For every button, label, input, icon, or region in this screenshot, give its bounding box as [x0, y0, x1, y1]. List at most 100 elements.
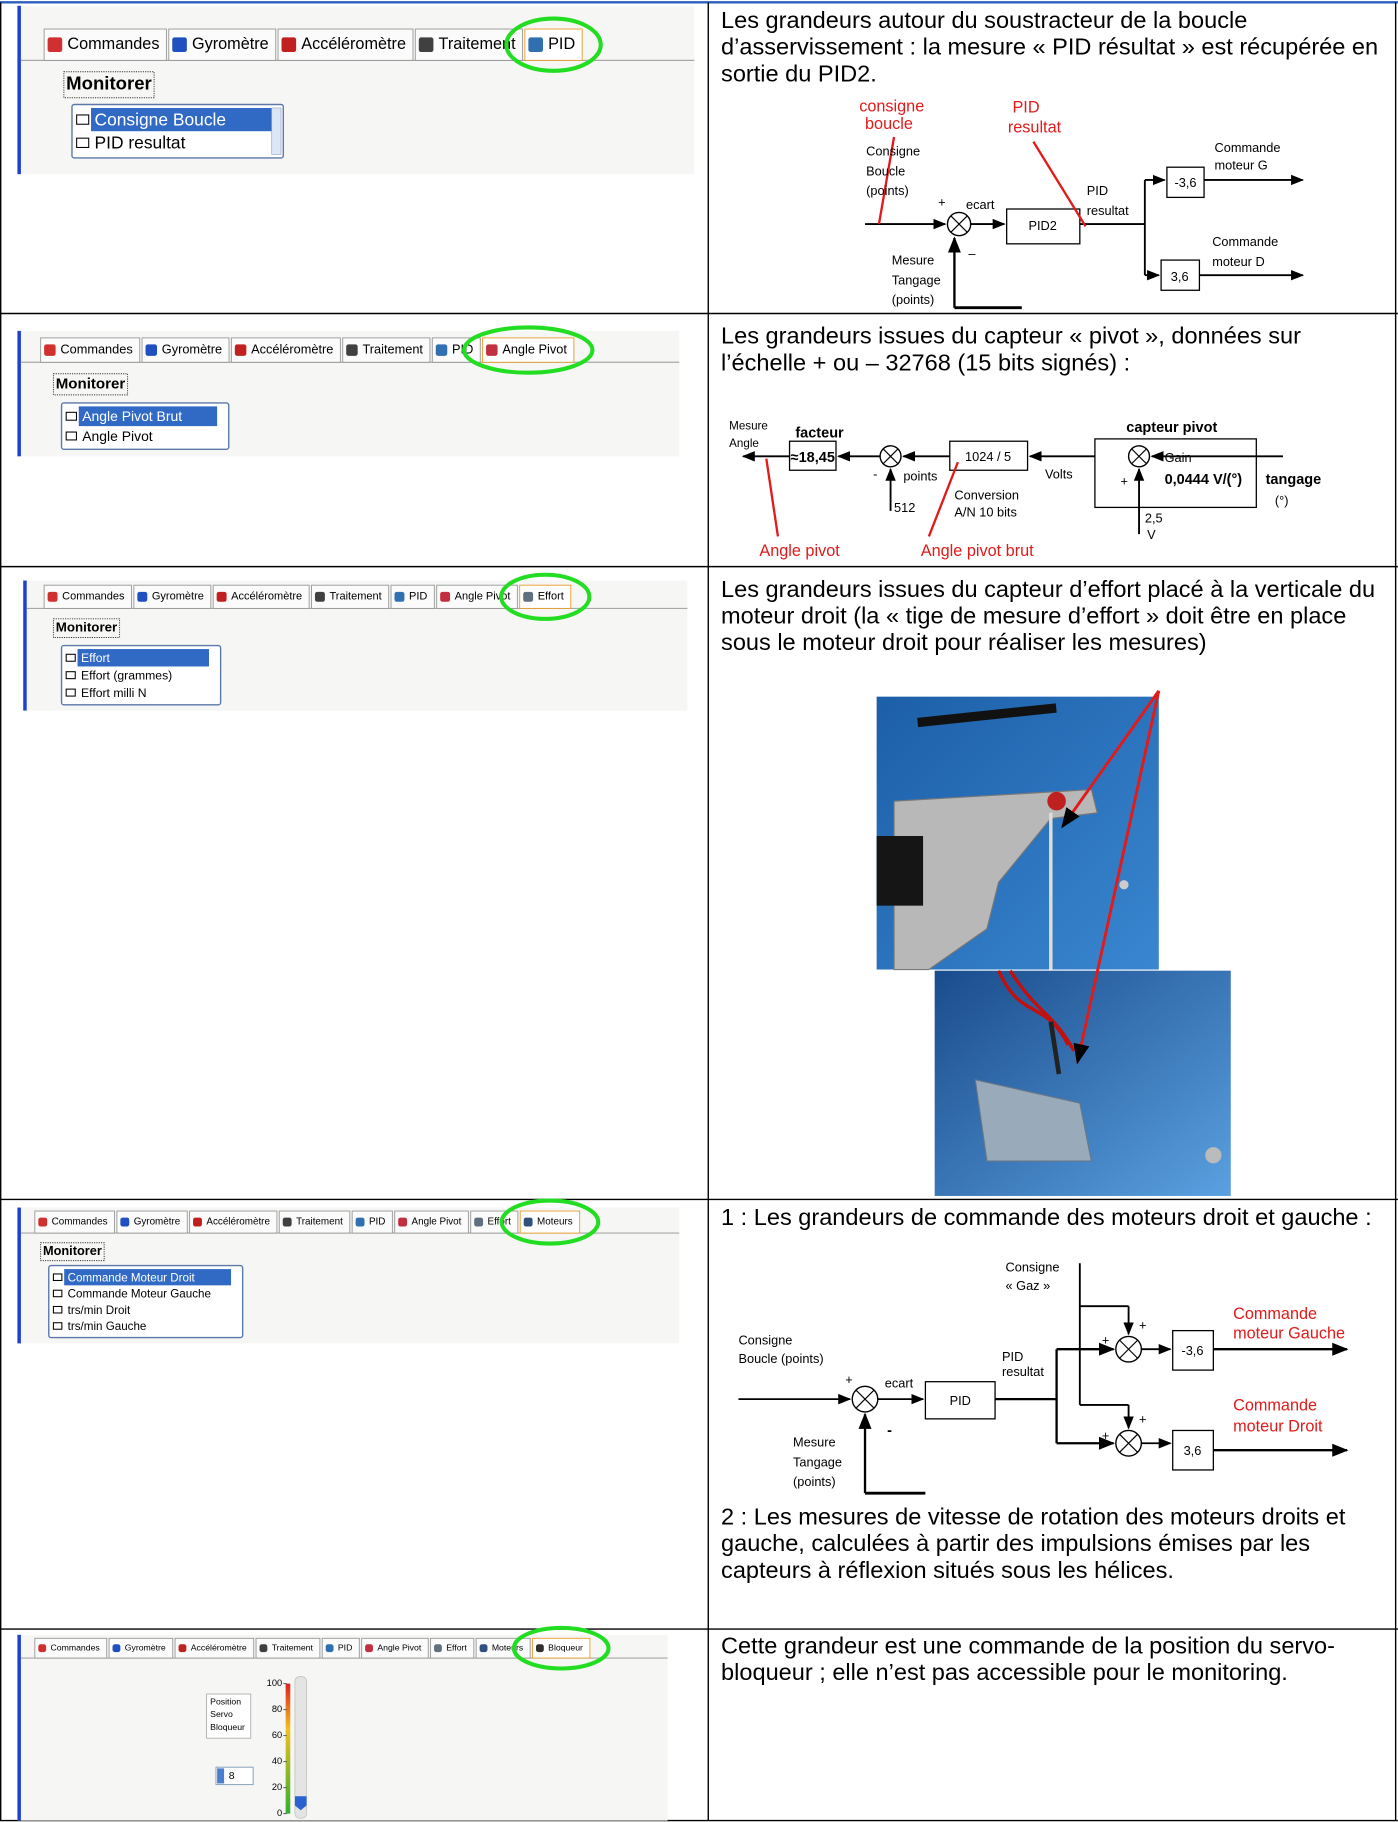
tab-icon	[365, 1644, 373, 1653]
diagram-label: +	[1102, 1428, 1109, 1443]
diagram-label: consigne	[859, 97, 924, 115]
tab-label: Accéléromètre	[251, 341, 333, 356]
slider-tick-label: 60	[272, 1730, 282, 1740]
tab: PID	[431, 337, 481, 363]
diagram-label: capteur pivot	[1126, 420, 1217, 436]
diagram-label: resultat	[1008, 118, 1062, 136]
tab-box	[255, 1637, 321, 1659]
block	[788, 440, 837, 471]
tab: Bloqueur	[511, 1625, 611, 1671]
diagram-label: PID	[1087, 183, 1108, 198]
tab-icon	[434, 1644, 442, 1653]
diagram-label: tangage	[1266, 472, 1322, 488]
spinner-value: 8	[229, 1771, 235, 1782]
diagram-label: 2,5	[1145, 510, 1163, 525]
diagram-label: Angle pivot brut	[921, 542, 1034, 560]
tab-label: Gyromètre	[125, 1642, 166, 1652]
window-edge	[17, 1634, 21, 1821]
row-text: 2 : Les mesures de vitesse de rotation d…	[721, 1504, 1346, 1584]
diagram-label: Angle	[729, 437, 759, 450]
screenshot-bg	[17, 1634, 668, 1821]
diagram-label: ≈18,45	[791, 450, 835, 466]
tab-label: Traitement	[296, 1217, 343, 1228]
tab-box	[519, 584, 572, 609]
item-checkbox	[65, 411, 77, 421]
slider-thumb	[294, 1796, 307, 1811]
focus-outline	[40, 1242, 105, 1262]
tab-icon	[38, 1644, 47, 1653]
tab: Gyromètre	[108, 1637, 174, 1659]
tab-box	[482, 337, 575, 363]
tab-box	[43, 584, 133, 609]
diagram-label: facteur	[795, 426, 844, 442]
junction-cross	[855, 1389, 875, 1409]
diagram-label: 3,6	[1171, 269, 1189, 284]
diagram-label: resultat	[1002, 1364, 1044, 1379]
tab-icon	[474, 1217, 484, 1227]
diagram-label: Mesure	[729, 420, 768, 433]
block	[1172, 1429, 1214, 1471]
diagram-label: V	[1147, 527, 1156, 542]
tab-label: Traitement	[362, 341, 423, 356]
block	[1006, 208, 1081, 245]
tab-label: Bloqueur	[548, 1642, 583, 1652]
tab-label: Angle Pivot	[377, 1642, 422, 1652]
block	[1160, 259, 1201, 291]
tab: Commandes	[43, 584, 133, 609]
row-text: Les grandeurs issues du capteur « pivot …	[721, 323, 1301, 377]
tab-box	[116, 1210, 188, 1234]
diagram-label: 1024 / 5	[965, 449, 1011, 464]
list-item: Commande Moteur Gauche	[68, 1288, 211, 1301]
diagram-label: Commande	[1215, 140, 1281, 155]
tab-label: Traitement	[329, 591, 381, 603]
diagram-label: Commande	[1233, 1397, 1317, 1415]
window-edge	[17, 1207, 21, 1344]
tab-box	[212, 584, 310, 609]
tab-icon	[528, 37, 543, 53]
junction-cross	[1119, 1433, 1138, 1453]
group-label: Monitorer	[43, 1243, 102, 1258]
tab: Effort	[470, 1210, 519, 1234]
tab: Commandes	[34, 1637, 108, 1659]
photo	[934, 969, 1231, 1196]
junction-cross	[1119, 1339, 1138, 1359]
tab-label: Moteurs	[537, 1217, 573, 1228]
tab-box	[230, 337, 341, 363]
diagram-label: Conversion	[954, 487, 1019, 502]
tab-box	[311, 584, 390, 609]
highlight-circle	[511, 1625, 611, 1671]
diagram-label: moteur G	[1215, 158, 1268, 173]
slider-tick-label: 0	[277, 1808, 282, 1818]
tab-box	[40, 337, 141, 363]
tab-box	[436, 584, 518, 609]
diagram-label: 512	[894, 500, 915, 515]
tab: Gyromètre	[116, 1210, 188, 1234]
screenshot: Commandes Gyromètre Accéléromètre Traitemen…	[23, 572, 688, 711]
tab: Moteurs	[475, 1637, 531, 1659]
highlight-circle	[461, 325, 595, 375]
item-checkbox	[76, 114, 90, 125]
tab-icon	[523, 591, 534, 602]
list-item: Effort (grammes)	[81, 669, 172, 683]
tab: Traitement	[255, 1637, 321, 1659]
tab: PID	[390, 584, 435, 609]
tab-icon	[259, 1644, 268, 1653]
diagram-label: (points)	[866, 183, 909, 198]
slider-tick-label: 40	[272, 1756, 282, 1766]
connector	[1073, 690, 1161, 1065]
tab-label: PID	[338, 1642, 352, 1652]
connector	[877, 136, 896, 225]
window-edge	[17, 5, 21, 175]
tab: Effort	[499, 572, 592, 621]
window-edge	[17, 330, 21, 457]
tab-box	[394, 1210, 469, 1234]
item-checkbox	[65, 688, 76, 697]
screenshot: Commandes Gyromètre Accéléromètre Traitemen…	[17, 5, 695, 175]
item-selection	[91, 107, 272, 132]
diagram-label: +	[938, 195, 945, 210]
list-item: trs/min Droit	[68, 1304, 131, 1317]
diagram-label: ecart	[885, 1376, 914, 1391]
row-text: Cette grandeur est une commande de la po…	[721, 1633, 1335, 1686]
tab-icon	[440, 591, 451, 602]
scrollbar	[271, 107, 282, 155]
